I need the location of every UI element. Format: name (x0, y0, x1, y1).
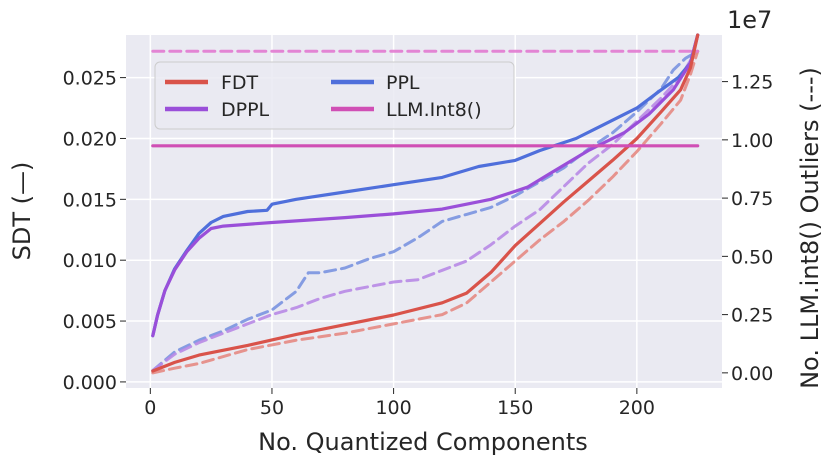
tick-layer: 0 50 100 150 200 0.000 0.005 0.010 0.015 0.020 0.0… (63, 68, 774, 419)
y2-tick-label: 1.25 (731, 72, 773, 94)
legend-label-dppl: DPPL (221, 99, 270, 121)
y-axis-label: SDT (—) (8, 162, 36, 261)
y2-offset-label: 1e7 (727, 6, 772, 34)
y2-tick-label: 0.75 (731, 188, 773, 210)
series-layer (151, 33, 700, 375)
x-tick-label: 50 (260, 397, 284, 419)
series-line-dppl-dashed (151, 49, 700, 372)
series-line-fdt-solid (151, 33, 700, 373)
y-tick-label: 0.025 (63, 68, 117, 90)
y-tick-label: 0.020 (63, 128, 117, 150)
y2-tick-label: 0.25 (731, 305, 773, 327)
x-tick-label: 200 (619, 397, 655, 419)
x-tick-label: 0 (144, 397, 156, 419)
y2-tick-label: 0.50 (731, 246, 773, 268)
x-tick-label: 150 (497, 397, 533, 419)
legend-label-llm-int8: LLM.Int8() (386, 99, 482, 121)
legend-label-ppl: PPL (386, 72, 420, 94)
legend: FDT PPL DPPL LLM.Int8() (154, 61, 515, 130)
y-tick-label: 0.015 (63, 189, 117, 211)
y-tick-label: 0.005 (63, 311, 117, 333)
x-axis-label: No. Quantized Components (258, 428, 588, 456)
y2-tick-label: 1.00 (731, 130, 773, 152)
series-line-ppl-dashed (151, 49, 700, 372)
x-tick-label: 100 (375, 397, 411, 419)
y-tick-label: 0.000 (63, 372, 117, 394)
y2-tick-label: 0.00 (731, 363, 773, 385)
y-tick-label: 0.010 (63, 250, 117, 272)
legend-label-fdt: FDT (221, 72, 259, 94)
series-line-fdt-dashed (151, 49, 700, 375)
series-line-dppl-solid (151, 33, 700, 338)
legend-frame (154, 61, 515, 130)
y2-axis-label: No. LLM.int8() Outliers (---) (796, 67, 824, 389)
